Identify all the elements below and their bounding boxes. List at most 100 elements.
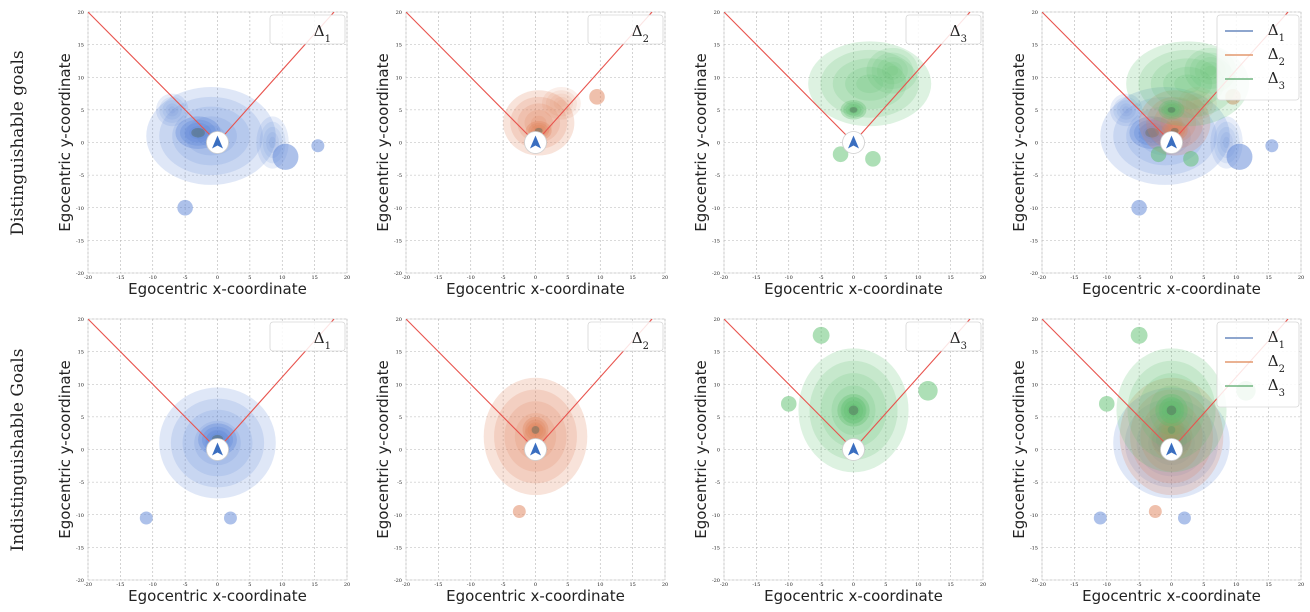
y-tick-label: 15 <box>714 43 720 49</box>
legend: Δ3 <box>905 14 982 45</box>
density-contour <box>1166 105 1177 114</box>
density-core <box>191 127 205 138</box>
y-tick-label: -10 <box>394 206 402 212</box>
density-island <box>1098 395 1115 412</box>
x-tick-label: 0 <box>534 275 537 281</box>
x-tick-label: -5 <box>819 582 824 588</box>
density-contour <box>798 348 909 473</box>
density-island <box>223 511 237 525</box>
density-contour <box>1130 389 1213 484</box>
y-tick-label: 10 <box>78 75 84 81</box>
density-contour <box>193 129 204 137</box>
density-contour <box>1153 103 1197 143</box>
x-tick-label: 10 <box>279 275 285 281</box>
y-tick-label: -15 <box>394 238 402 244</box>
density-contour <box>165 103 179 117</box>
x-axis-label: Egocentric x-coordinate <box>764 587 943 605</box>
navigation-arrow-icon <box>842 438 865 461</box>
density-contour <box>1150 58 1225 110</box>
density-contour <box>866 47 919 94</box>
density-contour <box>1161 102 1182 118</box>
density-contour <box>840 397 867 424</box>
y-tick-label: 5 <box>399 108 402 114</box>
y-axis-label: Egocentric y-coordinate <box>374 360 392 538</box>
density-contour <box>168 106 176 114</box>
boundary-line <box>406 12 536 143</box>
y-tick-label: 0 <box>81 448 84 454</box>
y-tick-label: 0 <box>399 448 402 454</box>
x-tick-label: -5 <box>183 582 188 588</box>
y-tick-label: -10 <box>712 513 720 519</box>
density-contour <box>1168 427 1175 433</box>
density-core <box>849 106 858 113</box>
density-contour <box>1147 129 1158 137</box>
density-contour <box>1168 107 1175 113</box>
x-tick-label: 10 <box>1233 275 1239 281</box>
density-contour <box>155 93 189 127</box>
density-contour <box>1161 400 1182 421</box>
navigation-arrow-icon <box>206 438 229 461</box>
legend-box <box>905 14 982 45</box>
x-tick-label: -15 <box>434 275 442 281</box>
x-tick-label: 15 <box>1265 275 1271 281</box>
density-contour <box>532 427 539 433</box>
y-tick-label: 10 <box>1032 75 1038 81</box>
x-tick-label: -15 <box>1070 582 1078 588</box>
x-tick-label: -15 <box>752 275 760 281</box>
density-island <box>865 150 881 167</box>
density-island <box>780 395 797 412</box>
y-tick-label: -20 <box>76 578 84 584</box>
x-axis-label: Egocentric x-coordinate <box>128 587 307 605</box>
y-axis-label: Egocentric y-coordinate <box>374 53 392 231</box>
y-tick-label: -20 <box>712 578 720 584</box>
chart-panel: -20 -15 -10 -5 0 5 10 15 20 -20 -15 -10 -5 0 5 10 15 20 Eg… <box>56 317 350 605</box>
density-contour <box>1119 103 1133 117</box>
density-contour <box>1166 115 1183 131</box>
boundary-line <box>724 12 854 143</box>
boundary-line <box>88 319 218 450</box>
y-axis-label: Egocentric y-coordinate <box>692 360 710 538</box>
x-tick-label: 5 <box>884 275 887 281</box>
density-contour <box>871 52 914 89</box>
density-contour <box>1160 109 1189 136</box>
density-contour <box>1163 104 1180 116</box>
density-contour <box>1146 96 1204 150</box>
density-contour <box>504 401 567 472</box>
y-tick-label: 20 <box>714 317 720 323</box>
density-contour <box>553 96 570 110</box>
density-contour <box>1158 416 1185 443</box>
y-tick-label: -20 <box>712 271 720 277</box>
density-contour <box>1127 360 1216 460</box>
y-tick-label: 5 <box>1035 415 1038 421</box>
density-contour <box>557 99 566 107</box>
density-contour <box>1222 136 1231 149</box>
density-contour <box>843 400 864 421</box>
density-contour <box>522 416 549 443</box>
density-contour <box>268 136 277 149</box>
density-contour <box>510 96 568 150</box>
y-tick-label: -15 <box>1030 545 1038 551</box>
density-contour <box>1161 419 1182 441</box>
density-contour <box>483 377 588 496</box>
y-tick-label: -10 <box>76 206 84 212</box>
y-axis-label: Egocentric y-coordinate <box>56 360 74 538</box>
density-island <box>1177 511 1191 525</box>
x-tick-label: -15 <box>1070 275 1078 281</box>
x-tick-label: 15 <box>947 275 953 281</box>
density-contour <box>1158 100 1185 120</box>
density-contour <box>549 93 574 114</box>
density-island <box>1150 146 1167 163</box>
x-tick-label: 0 <box>534 582 537 588</box>
y-tick-label: 20 <box>714 10 720 16</box>
density-contour <box>840 100 867 120</box>
legend-box <box>269 14 346 45</box>
density-island <box>177 199 193 216</box>
y-tick-label: 10 <box>396 382 402 388</box>
density-contour <box>527 422 544 438</box>
density-contour <box>494 389 577 484</box>
y-tick-label: 10 <box>1032 382 1038 388</box>
density-contour <box>1143 126 1162 140</box>
x-tick-label: 20 <box>662 582 668 588</box>
density-island <box>311 139 325 153</box>
x-tick-label: 5 <box>248 582 251 588</box>
